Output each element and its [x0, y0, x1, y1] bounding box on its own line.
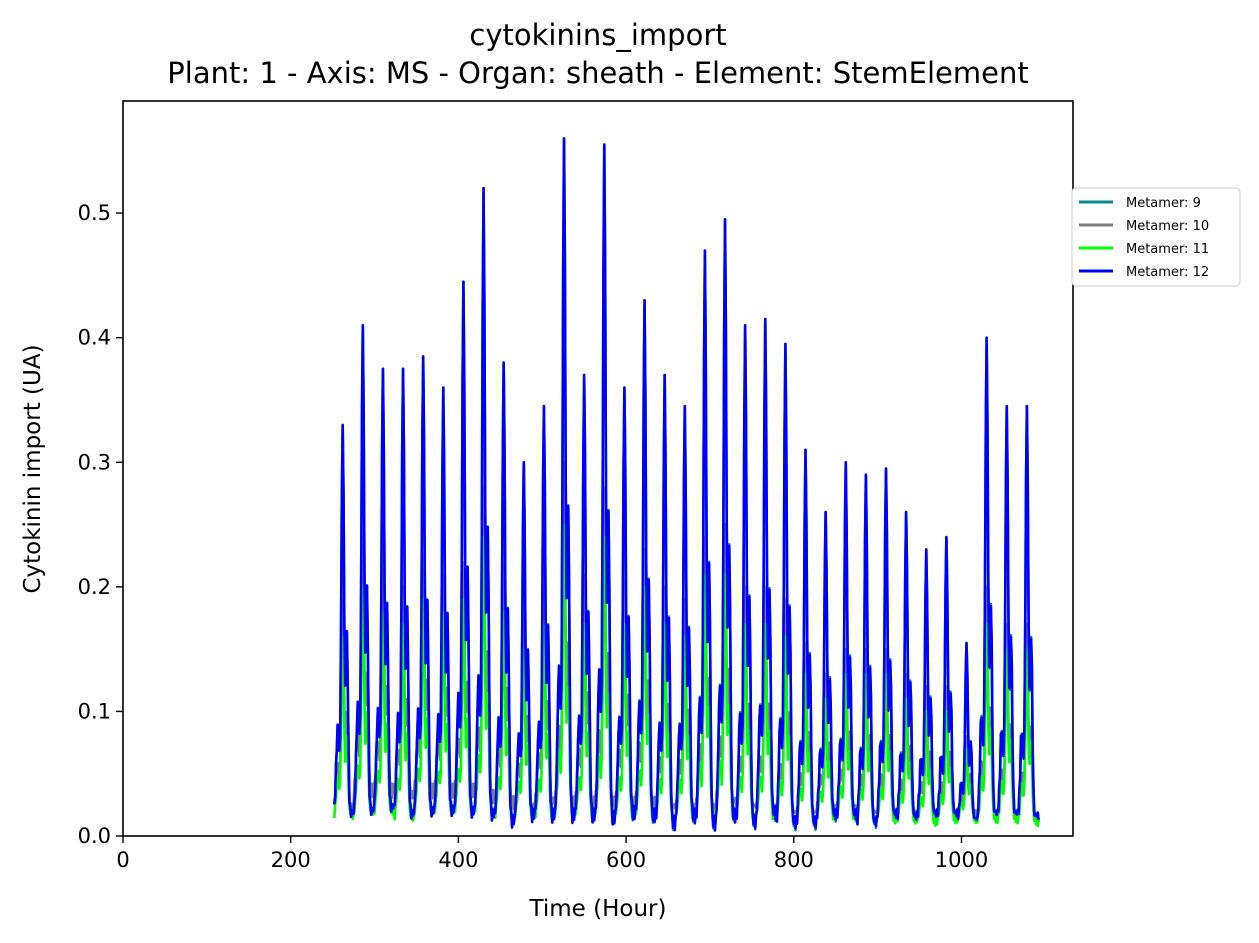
- legend-label: Metamer: 10: [1126, 219, 1209, 234]
- x-axis-ticks: 0 200 400 600 800 1000: [116, 836, 988, 872]
- legend: Metamer: 9 Metamer: 10 Metamer: 11 Metamer:…: [1071, 187, 1241, 287]
- y-axis-label: Cytokinin import (UA): [20, 344, 46, 593]
- y-tick-label: 0.2: [78, 575, 111, 599]
- x-tick-label: 800: [774, 848, 814, 872]
- series-group: [333, 137, 1040, 832]
- x-tick-label: 0: [116, 848, 129, 872]
- x-tick-label: 600: [606, 848, 646, 872]
- legend-label: Metamer: 9: [1126, 196, 1201, 211]
- y-tick-label: 0.5: [78, 201, 111, 225]
- y-tick-label: 0.0: [78, 824, 111, 848]
- chart-title: cytokinins_import: [469, 18, 726, 52]
- x-tick-label: 200: [271, 848, 311, 872]
- y-tick-label: 0.4: [78, 326, 111, 350]
- y-axis-ticks: 0.0 0.1 0.2 0.3 0.4 0.5: [78, 201, 123, 848]
- legend-label: Metamer: 12: [1126, 265, 1209, 280]
- series-line-metamer-12: [333, 137, 1040, 832]
- legend-label: Metamer: 11: [1126, 242, 1209, 257]
- x-tick-label: 1000: [935, 848, 988, 872]
- y-tick-label: 0.3: [78, 450, 111, 474]
- x-axis-label: Time (Hour): [529, 896, 667, 922]
- y-tick-label: 0.1: [78, 699, 111, 723]
- plot-frame: [122, 100, 1074, 837]
- chart-subtitle: Plant: 1 - Axis: MS - Organ: sheath - El…: [167, 56, 1028, 90]
- x-tick-label: 400: [438, 848, 478, 872]
- legend-box: [1071, 187, 1241, 287]
